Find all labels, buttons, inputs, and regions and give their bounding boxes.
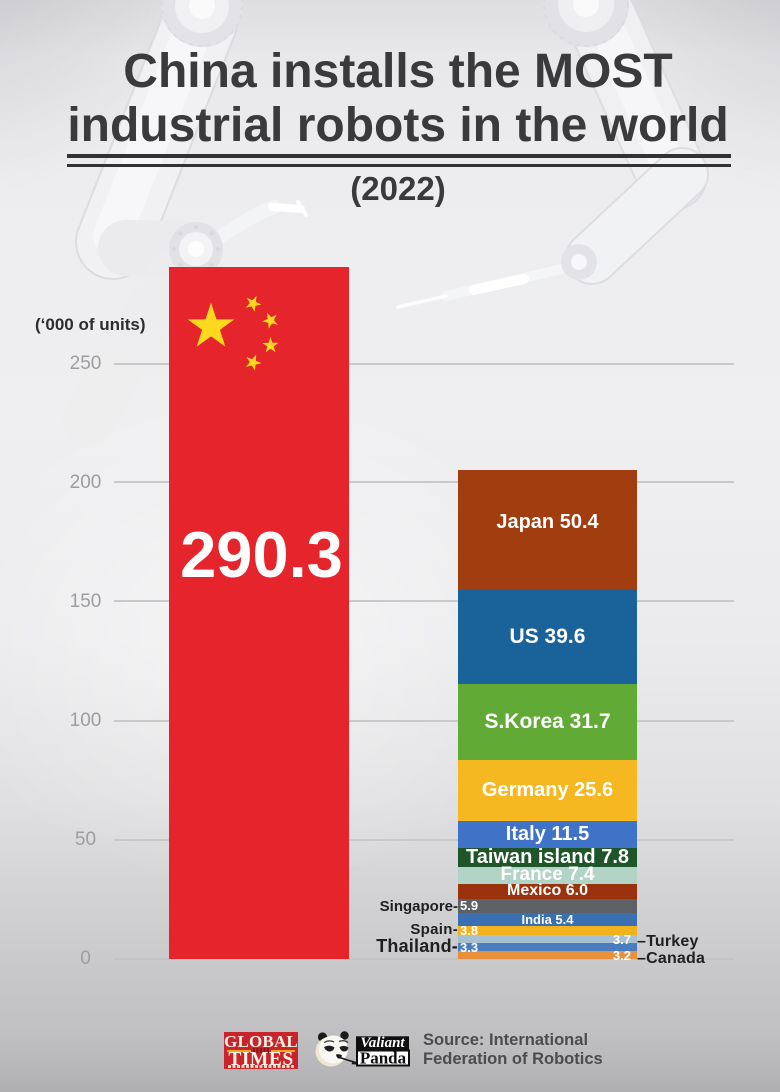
- svg-text:Valiant: Valiant: [360, 1035, 405, 1051]
- svg-text:Panda: Panda: [360, 1048, 407, 1067]
